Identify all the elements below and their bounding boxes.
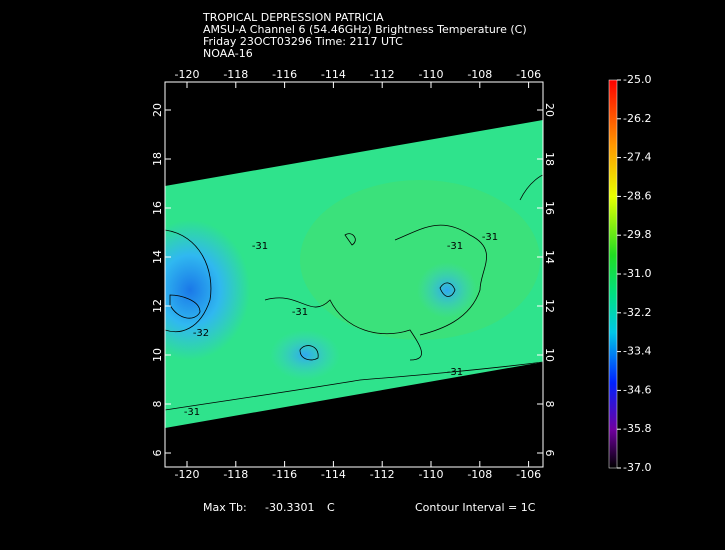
colorbar-label: -37.0 bbox=[623, 461, 651, 474]
colorbar-label: -31.0 bbox=[623, 267, 651, 280]
contour-label: -31 bbox=[184, 407, 200, 418]
contour-interval: Contour Interval = 1C bbox=[415, 501, 536, 514]
contour-label: -31 bbox=[482, 232, 498, 243]
swath bbox=[165, 120, 543, 428]
lat-tick-label: 12 bbox=[543, 299, 556, 313]
contour-label: -32 bbox=[193, 328, 209, 339]
colorbar-label: -29.8 bbox=[623, 228, 651, 241]
lon-tick-label: -108 bbox=[467, 468, 492, 481]
lon-tick-label: -110 bbox=[419, 68, 444, 81]
contour-label: -31 bbox=[292, 307, 308, 318]
colorbar-label: -27.4 bbox=[623, 151, 651, 164]
lon-tick-label: -120 bbox=[175, 68, 200, 81]
map-frame bbox=[164, 81, 544, 468]
colorbar-label: -25.0 bbox=[623, 73, 651, 86]
lat-tick-label: 18 bbox=[151, 152, 164, 166]
lon-tick-label: -120 bbox=[175, 468, 200, 481]
lon-tick-label: -108 bbox=[467, 68, 492, 81]
lon-tick-label: -114 bbox=[321, 68, 346, 81]
product: AMSU-A Channel 6 (54.46GHz) Brightness T… bbox=[203, 23, 527, 36]
time: Friday 23OCT03296 Time: 2117 UTC bbox=[203, 35, 403, 48]
lon-tick-label: -112 bbox=[370, 468, 395, 481]
lat-tick-label: 20 bbox=[151, 103, 164, 117]
colorbar-label: -33.4 bbox=[623, 345, 651, 358]
lat-tick-label: 20 bbox=[543, 103, 556, 117]
lat-tick-label: 12 bbox=[151, 299, 164, 313]
colorbar-label: -28.6 bbox=[623, 189, 651, 202]
colorbar-label: -26.2 bbox=[623, 112, 651, 125]
contour-label: -31 bbox=[447, 241, 463, 252]
lon-tick-label: -116 bbox=[272, 68, 297, 81]
lat-tick-label: 18 bbox=[543, 152, 556, 166]
lon-tick-label: -106 bbox=[516, 68, 541, 81]
contour-label: -31 bbox=[252, 241, 268, 252]
lat-tick-label: 14 bbox=[543, 250, 556, 264]
colorbar-label: -35.8 bbox=[623, 422, 651, 435]
satellite: NOAA-16 bbox=[203, 47, 253, 60]
colorbar-label: -32.2 bbox=[623, 306, 651, 319]
colorbar-label: -34.6 bbox=[623, 383, 651, 396]
lon-tick-label: -112 bbox=[370, 68, 395, 81]
max-value: -30.3301 bbox=[265, 501, 314, 514]
lon-tick-label: -118 bbox=[223, 468, 248, 481]
lon-tick-label: -106 bbox=[516, 468, 541, 481]
lat-tick-label: 16 bbox=[543, 201, 556, 215]
lat-tick-label: 10 bbox=[151, 348, 164, 362]
lat-tick-label: 8 bbox=[151, 401, 164, 408]
unit: C bbox=[327, 501, 335, 514]
lat-tick-label: 14 bbox=[151, 250, 164, 264]
lon-tick-label: -116 bbox=[272, 468, 297, 481]
max-label: Max Tb: bbox=[203, 501, 247, 514]
lat-tick-label: 10 bbox=[543, 348, 556, 362]
title: TROPICAL DEPRESSION PATRICIA bbox=[202, 11, 384, 24]
lat-tick-label: 6 bbox=[543, 450, 556, 457]
lon-tick-label: -118 bbox=[223, 68, 248, 81]
lon-tick-label: -114 bbox=[321, 468, 346, 481]
lat-tick-label: 6 bbox=[151, 450, 164, 457]
lat-tick-label: 16 bbox=[151, 201, 164, 215]
lon-tick-label: -110 bbox=[419, 468, 444, 481]
lat-tick-label: 8 bbox=[543, 401, 556, 408]
contour-label: -31 bbox=[447, 367, 463, 378]
colorbar bbox=[608, 79, 618, 469]
